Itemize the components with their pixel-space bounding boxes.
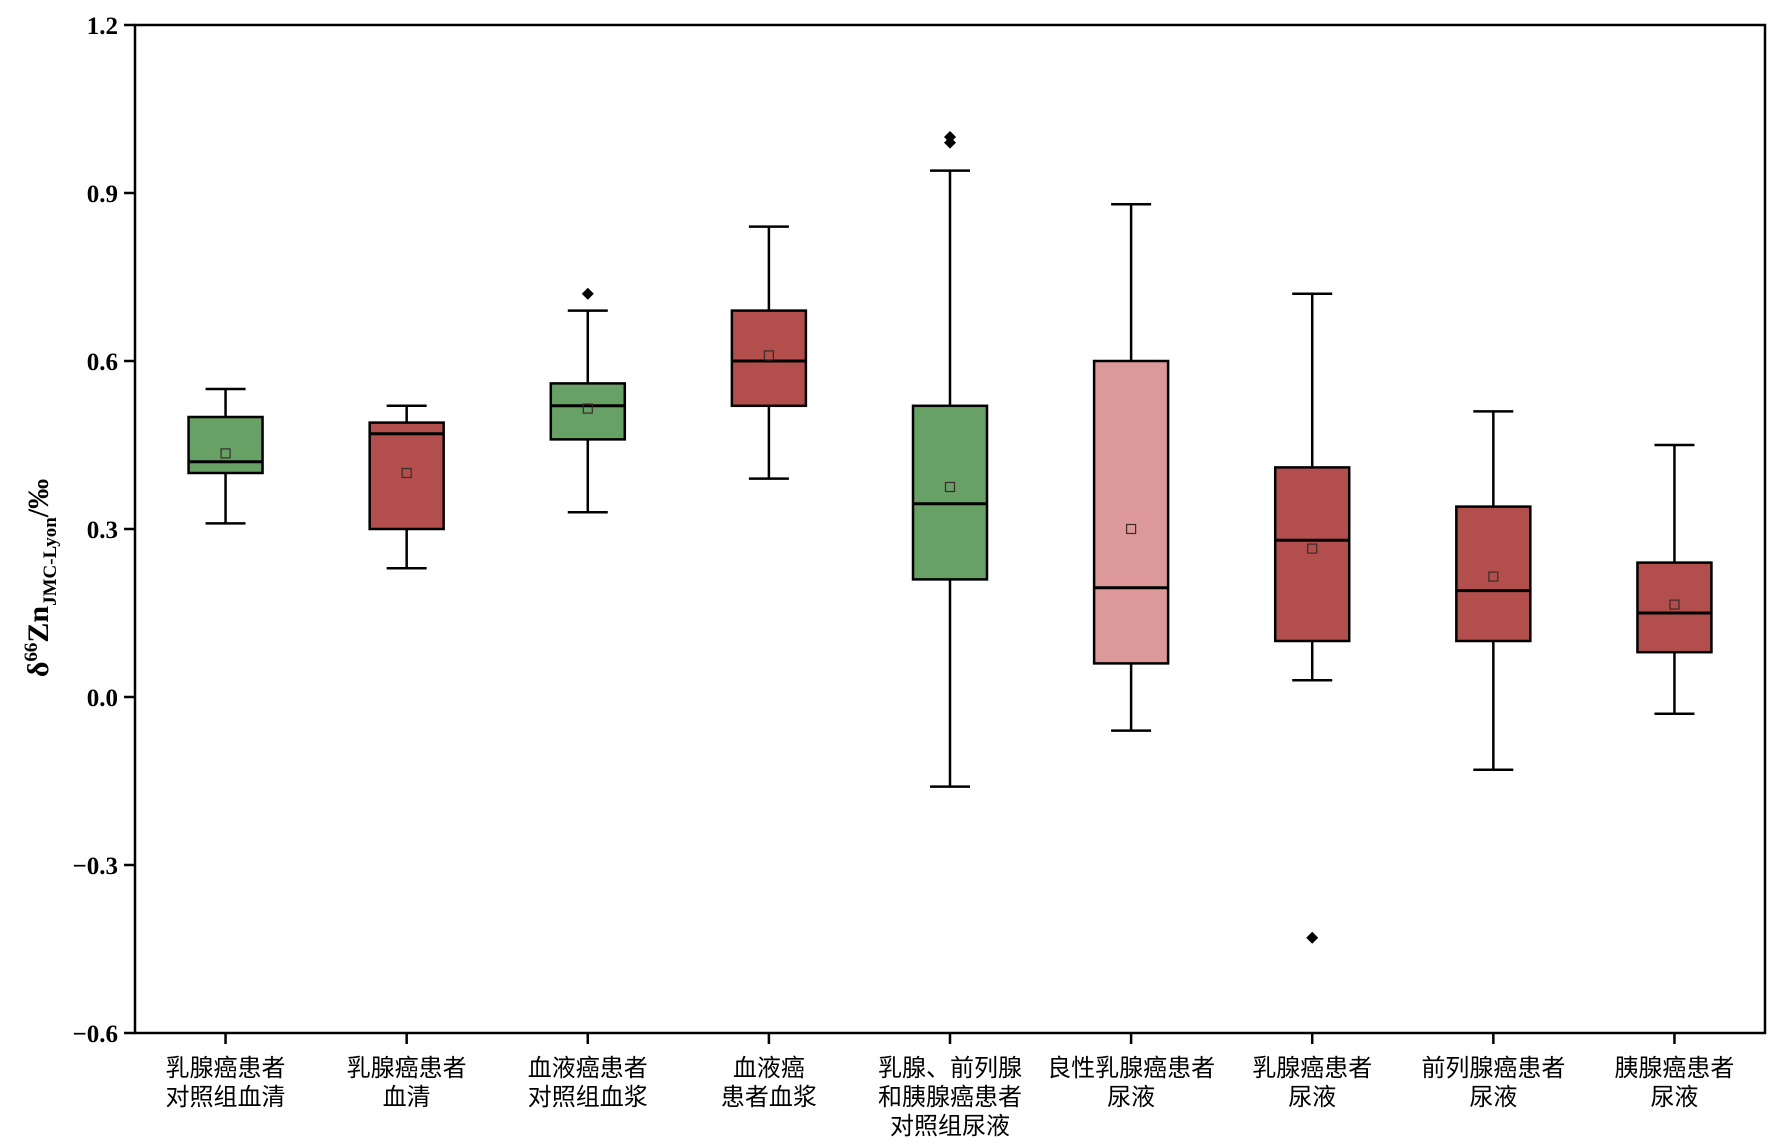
outlier-point [1306,931,1319,944]
x-tick-label-line: 尿液 [1288,1083,1336,1111]
x-tick-label: 前列腺癌患者尿液 [1421,1054,1565,1111]
box-4 [730,225,808,480]
x-tick-label: 乳腺、前列腺和胰腺癌患者对照组尿液 [878,1054,1022,1140]
mean-marker [1126,523,1137,535]
box-9 [1636,443,1713,716]
outlier-point [944,131,956,143]
y-axis-title-unit: /‰ [22,479,55,518]
box-iqr [730,309,808,408]
box-iqr [368,421,445,531]
y-tick-label: 0.0 [87,685,118,712]
mean-marker [401,467,412,479]
y-axis: −0.6 −0.3 0.0 0.3 0.6 0.9 1.2 [73,13,135,1048]
x-tick-label-line: 前列腺癌患者 [1421,1054,1565,1082]
x-tick-label: 血液癌患者血浆 [721,1054,817,1111]
x-tick-label-line: 血清 [383,1083,431,1111]
box-2 [368,404,445,570]
box-iqr [187,415,264,475]
x-tick-label: 乳腺癌患者尿液 [1252,1054,1372,1111]
x-axis: 乳腺癌患者对照组血清乳腺癌患者血清血液癌患者对照组血浆血液癌患者血浆乳腺、前列腺… [166,1033,1734,1140]
x-tick-label-line: 乳腺癌患者 [166,1054,286,1082]
x-tick-label-line: 尿液 [1650,1083,1698,1111]
x-tick-label-line: 对照组尿液 [890,1112,1010,1140]
mean-marker [1488,571,1499,582]
x-tick-label-line: 胰腺癌患者 [1614,1054,1734,1082]
x-tick-label-line: 良性乳腺癌患者 [1047,1054,1215,1082]
mean-marker [763,350,774,361]
x-tick-label-line: 尿液 [1469,1083,1517,1111]
x-tick-label: 乳腺癌患者对照组血清 [166,1054,286,1111]
outlier-point [581,287,594,300]
x-tick-label-line: 乳腺癌患者 [347,1054,467,1082]
box-3 [549,287,627,514]
y-tick-label: −0.6 [73,1021,119,1048]
y-tick-label: 0.6 [87,349,118,376]
mean-marker [944,481,956,493]
mean-marker [582,403,593,414]
y-axis-title-subscript: JMC-Lyon [40,517,61,606]
y-tick-label: −0.3 [73,853,119,880]
mean-marker [1669,599,1680,610]
x-tick-label-line: 对照组血浆 [528,1083,648,1111]
box-iqr [911,404,989,581]
x-tick-label-line: 患者血浆 [721,1083,817,1111]
y-axis-title-symbol: δ [22,662,55,678]
x-tick-label-line: 尿液 [1107,1083,1155,1111]
mean-marker [1307,543,1318,554]
box-iqr [1092,359,1170,665]
box-iqr [549,382,627,441]
box-iqr [1455,505,1532,643]
x-tick-label-line: 血液癌患者 [528,1054,648,1082]
x-tick-label: 胰腺癌患者尿液 [1614,1054,1734,1111]
x-tick-label: 血液癌患者对照组血浆 [528,1054,648,1111]
y-axis-title: δ66ZnJMC-Lyon/‰ [21,479,61,677]
box-1 [187,387,264,525]
box-7 [1273,292,1351,944]
plot-area [133,23,1767,1035]
x-tick-label-line: 对照组血清 [166,1083,286,1111]
x-tick-label-line: 乳腺癌患者 [1252,1054,1372,1082]
x-tick-label-line: 血液癌 [733,1054,805,1082]
box-5 [911,131,989,788]
x-tick-label: 良性乳腺癌患者尿液 [1047,1054,1215,1111]
y-axis-title-element: Zn [22,606,55,643]
x-tick-label-line: 乳腺、前列腺 [878,1054,1022,1082]
mean-marker [220,448,231,459]
box-8 [1455,410,1532,772]
y-tick-label: 1.2 [87,13,118,40]
box-iqr [1636,561,1713,654]
y-axis-title-superscript: 66 [21,643,42,662]
x-tick-label: 乳腺癌患者血清 [347,1054,467,1111]
y-tick-label: 0.3 [87,517,118,544]
y-tick-label: 0.9 [87,181,118,208]
box-iqr [1273,466,1351,643]
box-6 [1092,202,1170,732]
x-tick-label-line: 和胰腺癌患者 [878,1083,1022,1111]
